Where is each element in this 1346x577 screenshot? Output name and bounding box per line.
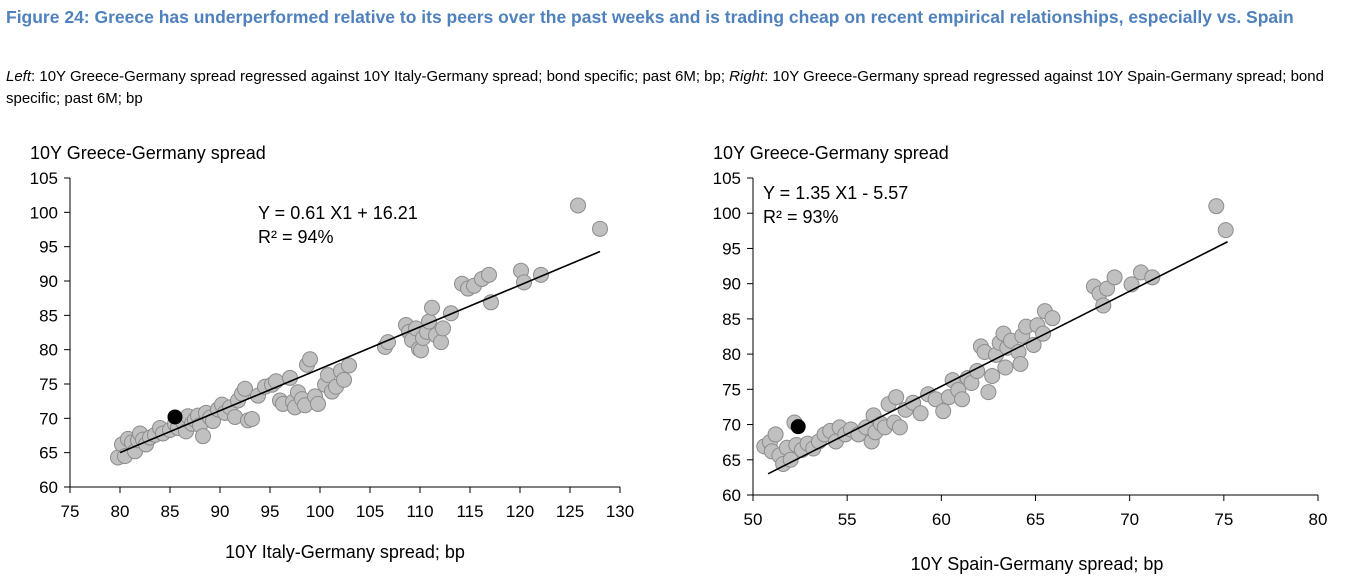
x-tick-label: 75 <box>1214 510 1233 529</box>
data-point <box>1044 310 1061 327</box>
data-point <box>1012 355 1029 372</box>
left-scatter-chart: 60 65 70 75 80 85 90 95 100 105 75 80 85 90 95 100 105 11… <box>30 143 635 562</box>
latest-point <box>790 419 806 435</box>
subtitle-left-label: Left <box>6 68 32 85</box>
data-point <box>1095 297 1112 314</box>
x-tick-label: 90 <box>211 502 230 521</box>
data-point <box>516 274 532 291</box>
data-point <box>244 411 260 428</box>
x-axis-label: 10Y Italy-Germany spread; bp <box>225 542 465 562</box>
x-tick-label: 80 <box>111 502 130 521</box>
x-tick-label: 85 <box>161 502 180 521</box>
x-tick-label: 95 <box>261 502 280 521</box>
x-tick-label: 125 <box>556 502 584 521</box>
data-point <box>980 384 997 401</box>
figure-subtitle: Left: 10Y Greece-Germany spread regresse… <box>6 66 1342 110</box>
data-point <box>341 357 357 374</box>
latest-point <box>167 409 183 425</box>
figure-title: Figure 24: Greece has underperformed rel… <box>6 7 1294 27</box>
data-point <box>1106 269 1123 286</box>
y-tick-label: 95 <box>39 238 58 257</box>
data-point <box>969 363 986 380</box>
data-point <box>570 197 586 214</box>
y-tick-label: 80 <box>722 345 741 364</box>
data-point <box>1035 325 1052 342</box>
data-point <box>433 334 449 351</box>
regression-line <box>767 241 1228 475</box>
regression-line <box>119 250 601 454</box>
data-point <box>302 351 318 368</box>
r-squared-label: R² = 94% <box>258 227 334 247</box>
data-point <box>424 299 440 316</box>
y-tick-label: 90 <box>39 272 58 291</box>
x-tick-label: 115 <box>456 502 483 521</box>
y-axis-label: 10Y Greece-Germany spread <box>713 143 949 163</box>
data-point <box>195 428 211 445</box>
y-tick-label: 60 <box>722 486 741 505</box>
data-point <box>997 359 1014 376</box>
data-point <box>954 391 971 408</box>
r-squared-label: R² = 93% <box>763 207 839 227</box>
right-scatter-chart: 60 65 70 75 80 85 90 95 100 105 50 55 60 65 70 75 80 10Y … <box>713 143 1328 574</box>
y-tick-label: 65 <box>39 444 58 463</box>
y-axis-label: 10Y Greece-Germany spread <box>30 143 266 163</box>
subtitle-right-label: Right <box>729 68 765 85</box>
data-point <box>888 389 905 406</box>
y-tick-label: 85 <box>722 310 741 329</box>
regression-equation: Y = 0.61 X1 + 16.21 <box>258 203 418 223</box>
data-point <box>984 367 1001 384</box>
y-tick-label: 70 <box>39 409 58 428</box>
x-tick-label: 70 <box>1120 510 1139 529</box>
x-tick-label: 105 <box>356 502 384 521</box>
data-point <box>767 426 784 443</box>
y-tick-label: 90 <box>722 275 741 294</box>
subtitle-left-text: : 10Y Greece-Germany spread regressed ag… <box>31 68 730 85</box>
x-axis-label: 10Y Spain-Germany spread; bp <box>911 554 1164 574</box>
y-tick-label: 80 <box>39 341 58 360</box>
data-point <box>310 395 326 412</box>
x-tick-label: 80 <box>1309 510 1328 529</box>
data-point <box>1217 222 1234 239</box>
regression-equation: Y = 1.35 X1 - 5.57 <box>763 183 908 203</box>
y-tick-label: 75 <box>722 380 741 399</box>
y-tick-label: 60 <box>39 478 58 497</box>
x-tick-label: 60 <box>932 510 951 529</box>
data-point <box>1208 198 1225 215</box>
x-tick-label: 75 <box>61 502 80 521</box>
data-point <box>237 380 253 397</box>
x-tick-label: 110 <box>406 502 433 521</box>
x-tick-label: 130 <box>606 502 634 521</box>
y-tick-label: 100 <box>30 203 58 222</box>
subtitle-right-text: : 10Y Greece-Germany spread regressed ag… <box>6 68 1324 107</box>
y-tick-label: 70 <box>722 416 741 435</box>
y-tick-label: 65 <box>722 451 741 470</box>
data-point <box>435 320 451 337</box>
y-tick-label: 95 <box>722 239 741 258</box>
data-point <box>481 266 497 283</box>
y-tick-label: 105 <box>713 169 741 188</box>
y-tick-label: 75 <box>39 375 58 394</box>
y-tick-label: 85 <box>39 306 58 325</box>
data-point <box>891 419 908 436</box>
x-tick-label: 65 <box>1026 510 1045 529</box>
data-point <box>1099 280 1116 297</box>
data-point <box>592 220 608 237</box>
x-tick-label: 120 <box>506 502 534 521</box>
data-point <box>336 371 352 388</box>
x-tick-label: 55 <box>838 510 857 529</box>
x-tick-label: 50 <box>744 510 763 529</box>
x-tick-label: 100 <box>306 502 334 521</box>
data-point <box>935 403 952 420</box>
data-point <box>912 405 929 422</box>
y-tick-label: 100 <box>713 204 741 223</box>
y-tick-label: 105 <box>30 169 58 188</box>
